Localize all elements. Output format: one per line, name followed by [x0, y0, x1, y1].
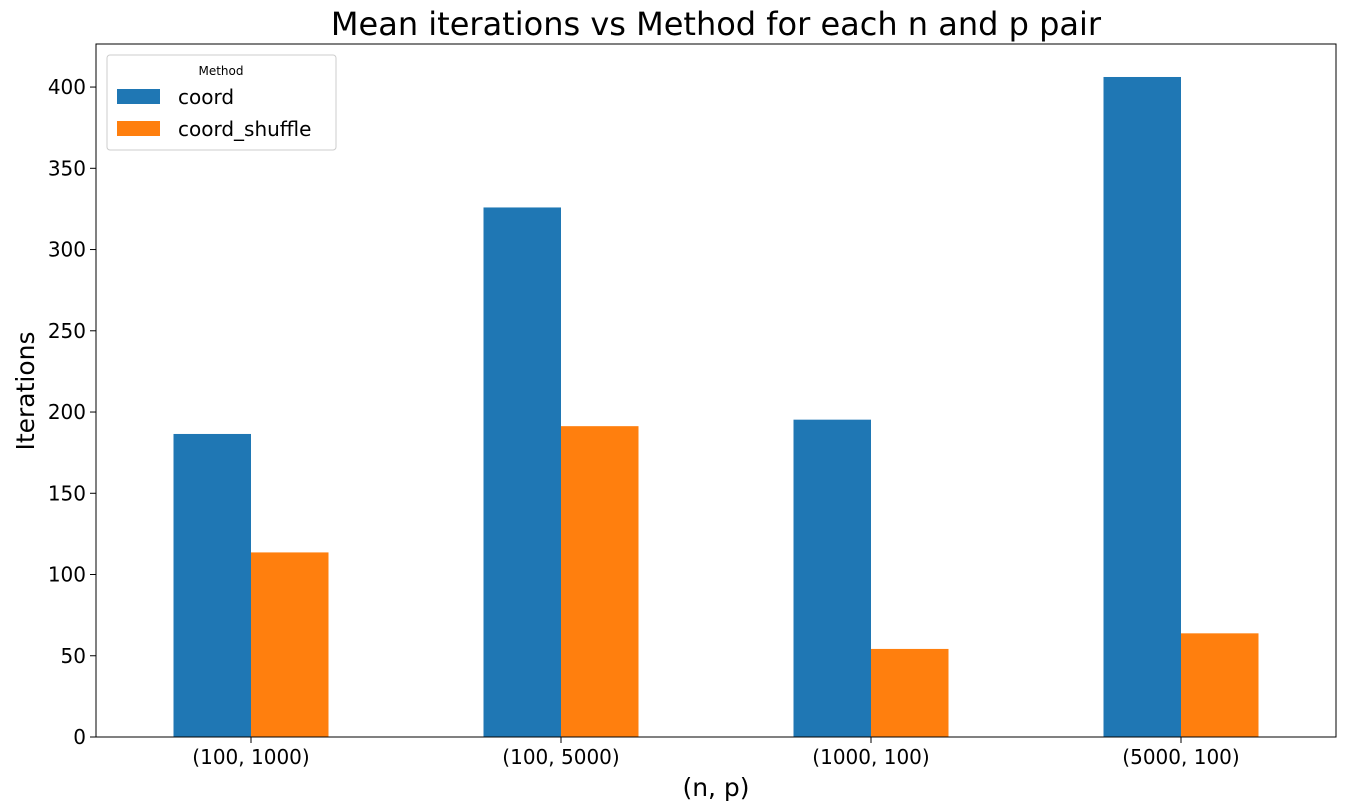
bars-group — [173, 76, 1259, 738]
y-tick-label: 400 — [48, 75, 86, 99]
y-tick-label: 350 — [48, 156, 86, 180]
bar-coord-100-1000 — [173, 433, 251, 737]
x-tick-label: (1000, 100) — [812, 745, 929, 769]
y-tick-label: 200 — [48, 400, 86, 424]
bar-coord-1000-100 — [793, 419, 871, 737]
y-axis: 0 50 100 150 200 250 300 350 400 — [48, 75, 96, 749]
x-axis: (100, 1000) (100, 5000) (1000, 100) (5000, … — [192, 737, 1240, 769]
x-tick-label: (100, 1000) — [192, 745, 309, 769]
y-axis-label: Iterations — [11, 331, 40, 450]
bar-coord-100-5000 — [483, 207, 561, 737]
x-tick-label: (5000, 100) — [1122, 745, 1239, 769]
legend-box — [106, 54, 337, 151]
y-tick-label: 150 — [48, 481, 86, 505]
legend-label-coord-shuffle: coord_shuffle — [178, 117, 311, 141]
x-axis-label: (n, p) — [682, 773, 749, 802]
bar-coord-shuffle-100-5000 — [561, 426, 639, 737]
legend-title: Method — [198, 64, 243, 78]
y-tick-label: 250 — [48, 319, 86, 343]
bar-coord-5000-100 — [1103, 76, 1181, 738]
y-tick-label: 0 — [73, 725, 86, 749]
bar-coord-shuffle-5000-100 — [1181, 633, 1259, 737]
legend-swatch-coord-shuffle — [117, 121, 160, 136]
legend-label-coord: coord — [178, 85, 234, 109]
legend-swatch-coord — [117, 89, 160, 104]
legend: Method coord coord_shuffle — [106, 54, 337, 151]
x-tick-label: (100, 5000) — [502, 745, 619, 769]
bar-coord-shuffle-1000-100 — [871, 648, 949, 737]
y-tick-label: 300 — [48, 238, 86, 262]
chart-title: Mean iterations vs Method for each n and… — [331, 5, 1102, 43]
y-tick-label: 100 — [48, 563, 86, 587]
plot-area-frame — [95, 43, 1337, 738]
y-tick-label: 50 — [61, 644, 86, 668]
bar-coord-shuffle-100-1000 — [251, 552, 329, 737]
